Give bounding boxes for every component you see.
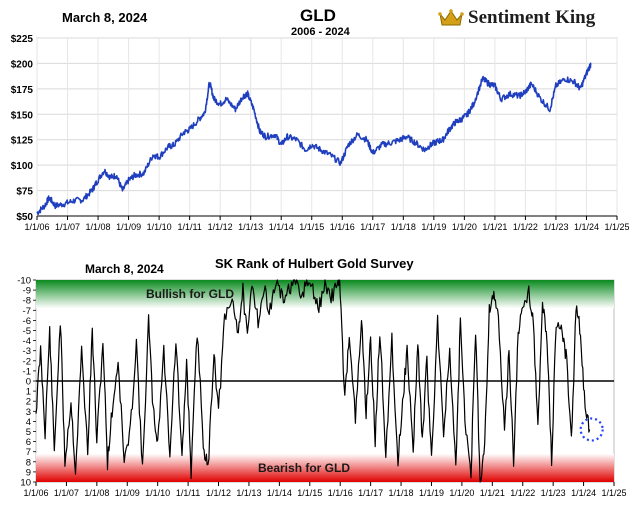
- y-tick-label: -9: [23, 286, 31, 297]
- x-tick-label: 1/1/14: [267, 488, 292, 498]
- x-tick-label: 1/1/25: [601, 488, 626, 498]
- x-tick-label: 1/1/19: [421, 222, 446, 232]
- brand-logo: Sentiment King: [438, 6, 595, 30]
- crown-icon: [438, 9, 464, 26]
- y-tick-label: -5: [23, 326, 31, 337]
- x-tick-label: 1/1/22: [513, 222, 538, 232]
- x-tick-label: 1/1/20: [452, 222, 477, 232]
- brand-name: Sentiment King: [468, 7, 596, 28]
- y-tick-label: $200: [11, 59, 34, 70]
- y-tick-label: $125: [11, 136, 34, 147]
- y-tick-label: -6: [23, 316, 31, 327]
- x-tick-label: 1/1/08: [86, 222, 111, 232]
- y-tick-label: 3: [26, 407, 31, 418]
- x-tick-label: 1/1/24: [574, 222, 599, 232]
- x-tick-label: 1/1/15: [299, 222, 324, 232]
- y-tick-label: -10: [17, 276, 31, 287]
- x-tick-label: 1/1/25: [604, 222, 629, 232]
- x-tick-label: 1/1/23: [543, 222, 568, 232]
- y-tick-label: -1: [23, 366, 31, 377]
- x-tick-label: 1/1/24: [571, 488, 596, 498]
- x-tick-label: 1/1/21: [480, 488, 505, 498]
- bearish-band: [36, 453, 614, 482]
- y-tick-label: $50: [16, 212, 33, 223]
- x-tick-label: 1/1/17: [358, 488, 383, 498]
- x-tick-label: 1/1/10: [145, 488, 170, 498]
- x-tick-label: 1/1/13: [238, 222, 263, 232]
- x-tick-label: 1/1/20: [449, 488, 474, 498]
- gld-price-chart: $50 $75 $100 $125 $150 $175 $200 $225 1/1/06 1/1/…: [11, 34, 630, 232]
- x-tick-label: 1/1/11: [177, 222, 201, 232]
- x-tick-label: 1/1/17: [360, 222, 385, 232]
- x-tick-label: 1/1/06: [24, 222, 49, 232]
- x-tick-label: 1/1/11: [176, 488, 200, 498]
- survey-chart-title: SK Rank of Hulbert Gold Survey: [215, 256, 414, 271]
- x-tick-label: 1/1/23: [541, 488, 566, 498]
- gld-price-line: [36, 62, 592, 216]
- y-tick-label: -3: [23, 346, 31, 357]
- x-tick-label: 1/1/09: [116, 222, 141, 232]
- plot-area: [36, 37, 618, 217]
- x-tick-label: 1/1/19: [419, 488, 444, 498]
- y-tick-label: 7: [26, 447, 31, 458]
- x-tick-label: 1/1/06: [23, 488, 48, 498]
- x-tick-label: 1/1/14: [269, 222, 294, 232]
- y-tick-label: $175: [11, 85, 34, 96]
- bullish-annotation: Bullish for GLD: [146, 287, 234, 301]
- y-tick-label: 6: [26, 437, 31, 448]
- y-tick-label: $100: [11, 161, 34, 172]
- x-tick-label: 1/1/07: [55, 222, 80, 232]
- y-tick-label: 4: [26, 417, 31, 428]
- y-tick-label: 10: [20, 478, 31, 489]
- y-tick-label: 1: [26, 387, 31, 398]
- x-tick-label: 1/1/22: [510, 488, 535, 498]
- x-tick-label: 1/1/18: [391, 222, 416, 232]
- x-tick-label: 1/1/21: [482, 222, 507, 232]
- x-tick-label: 1/1/07: [54, 488, 79, 498]
- bearish-annotation: Bearish for GLD: [258, 461, 350, 475]
- y-tick-label: $150: [11, 110, 34, 121]
- x-tick-label: 1/1/09: [115, 488, 140, 498]
- x-tick-label: 1/1/18: [389, 488, 414, 498]
- chart-subtitle: 2006 - 2024: [291, 26, 350, 38]
- x-tick-label: 1/1/16: [328, 488, 353, 498]
- y-tick-label: $75: [16, 187, 33, 198]
- x-tick-label: 1/1/15: [297, 488, 322, 498]
- y-tick-label: 9: [26, 467, 31, 478]
- x-tick-label: 1/1/13: [236, 488, 261, 498]
- x-tick-label: 1/1/12: [206, 488, 231, 498]
- x-tick-label: 1/1/12: [208, 222, 233, 232]
- x-tick-label: 1/1/08: [84, 488, 109, 498]
- date-label: March 8, 2024: [62, 10, 148, 25]
- survey-date-label: March 8, 2024: [85, 262, 164, 276]
- x-tick-label: 1/1/10: [147, 222, 172, 232]
- y-tick-label: 0: [26, 377, 31, 388]
- y-tick-label: -4: [23, 336, 31, 347]
- x-tick-label: 1/1/16: [330, 222, 355, 232]
- y-tick-label: -7: [23, 306, 31, 317]
- sk-rank-line: [35, 279, 591, 483]
- y-tick-label: 2: [26, 397, 31, 408]
- y-tick-label: -2: [23, 356, 31, 367]
- y-tick-label: 8: [26, 457, 31, 468]
- y-tick-label: $225: [11, 34, 34, 45]
- chart-title: GLD: [300, 6, 336, 25]
- y-tick-label: -8: [23, 296, 31, 307]
- y-tick-label: 5: [26, 427, 31, 438]
